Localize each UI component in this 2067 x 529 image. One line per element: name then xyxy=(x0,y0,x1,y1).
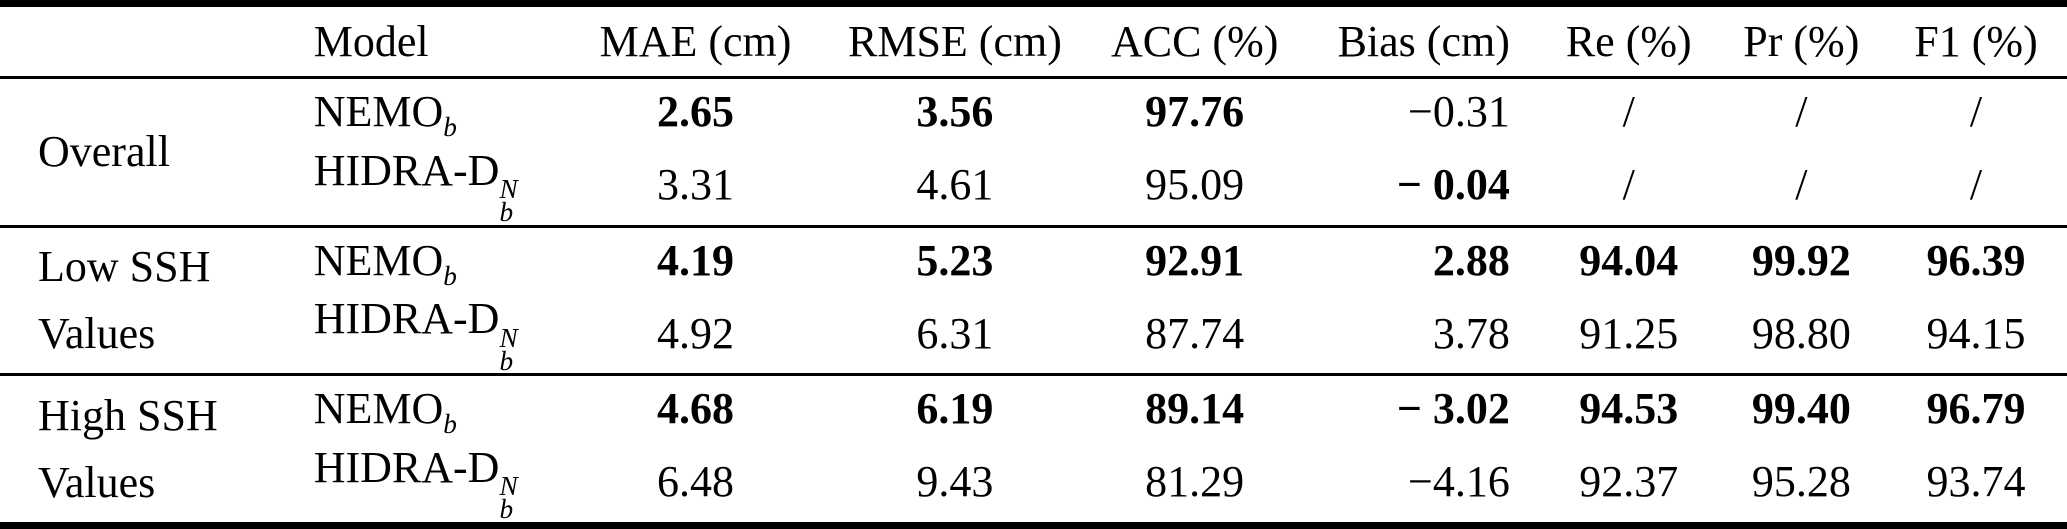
metric-cell: 3.56 xyxy=(916,87,994,137)
group-label-high-ssh: High SSH Values xyxy=(38,390,218,507)
model-subscript: b xyxy=(499,345,514,376)
model-subscript: b xyxy=(443,260,457,291)
metric-cell: 95.09 xyxy=(1145,160,1245,209)
metric-cell: 4.68 xyxy=(657,384,735,434)
model-name: HIDRA-D xyxy=(313,294,500,343)
header-row: Model MAE (cm) RMSE (cm) ACC (%) Bias (c… xyxy=(0,4,2067,78)
metric-cell: 96.39 xyxy=(1926,235,2026,285)
model-name: NEMO xyxy=(313,235,444,285)
metric-cell: 96.79 xyxy=(1926,384,2026,434)
metric-cell: 93.74 xyxy=(1926,457,2026,506)
header-rmse: RMSE (cm) xyxy=(847,17,1062,66)
metric-cell: 94.15 xyxy=(1926,308,2026,358)
metric-cell: 92.37 xyxy=(1579,457,1679,506)
metric-cell: 2.88 xyxy=(1432,235,1510,285)
metric-cell: 4.19 xyxy=(657,235,735,285)
metric-cell: 89.14 xyxy=(1145,384,1245,434)
metric-cell: / xyxy=(1622,87,1635,137)
metric-cell: / xyxy=(1622,160,1635,209)
model-subscript: b xyxy=(443,409,457,440)
header-empty xyxy=(0,4,300,78)
model-subscript: b xyxy=(499,197,514,228)
metric-cell: −0.31 xyxy=(1408,87,1510,137)
metric-cell: 3.31 xyxy=(657,160,735,209)
header-acc: ACC (%) xyxy=(1110,17,1279,66)
metric-cell: / xyxy=(1795,160,1808,209)
header-f1: F1 (%) xyxy=(1914,17,2038,66)
metric-cell: 95.28 xyxy=(1751,457,1851,506)
model-name: HIDRA-D xyxy=(313,442,500,492)
metric-cell: 92.91 xyxy=(1145,235,1245,285)
model-cell: NEMOb xyxy=(300,375,571,442)
model-name: NEMO xyxy=(313,87,444,137)
metric-cell: 97.76 xyxy=(1145,87,1245,137)
header-pr: Pr (%) xyxy=(1743,17,1860,66)
metric-cell: − 0.04 xyxy=(1396,160,1510,209)
metric-cell: 4.92 xyxy=(657,308,735,358)
header-bias: Bias (cm) xyxy=(1337,17,1510,66)
model-name: HIDRA-D xyxy=(313,145,500,195)
metric-cell: 6.48 xyxy=(657,457,735,506)
metric-cell: 98.80 xyxy=(1751,308,1851,358)
model-name: NEMO xyxy=(313,384,444,434)
metric-cell: 3.78 xyxy=(1432,308,1510,358)
metric-cell: −4.16 xyxy=(1408,457,1510,506)
metric-cell: 6.31 xyxy=(916,308,994,358)
group-label-overall: Overall xyxy=(38,127,170,177)
table-row: High SSH Values NEMOb 4.68 6.19 89.14 − … xyxy=(0,375,2067,507)
metric-cell: 81.29 xyxy=(1145,457,1245,506)
metric-cell: 99.40 xyxy=(1751,384,1851,434)
metric-cell: / xyxy=(1795,87,1808,137)
header-mae: MAE (cm) xyxy=(599,17,792,66)
metric-cell: 87.74 xyxy=(1145,308,1245,358)
header-model: Model xyxy=(313,17,429,66)
metric-cell: / xyxy=(1969,160,1983,209)
metric-cell: 5.23 xyxy=(916,235,994,285)
group-label-low-ssh: Low SSH Values xyxy=(38,242,211,359)
model-superscript: N xyxy=(499,322,518,353)
model-cell: NEMOb xyxy=(300,226,571,293)
header-re: Re (%) xyxy=(1565,17,1692,66)
model-superscript: N xyxy=(499,471,518,502)
table-row: Low SSH Values NEMOb 4.19 5.23 92.91 2.8… xyxy=(0,226,2067,359)
metric-cell: / xyxy=(1969,87,1983,137)
metric-cell: 2.65 xyxy=(657,87,735,137)
metric-cell: 6.19 xyxy=(916,384,994,434)
metric-cell: 94.04 xyxy=(1579,235,1679,285)
metric-cell: 4.61 xyxy=(916,160,994,209)
model-superscript: N xyxy=(499,174,518,205)
model-subscript: b xyxy=(443,112,457,143)
metric-cell: − 3.02 xyxy=(1396,384,1510,434)
model-subscript: b xyxy=(499,494,514,525)
model-cell: NEMOb xyxy=(300,78,571,145)
table-row: Overall NEMOb 2.65 3.56 97.76 −0.31 / / … xyxy=(0,78,2067,176)
metric-cell: 94.53 xyxy=(1579,384,1679,434)
metric-cell: 9.43 xyxy=(916,457,994,506)
metric-cell: 91.25 xyxy=(1579,308,1679,358)
metric-cell: 99.92 xyxy=(1751,235,1851,285)
